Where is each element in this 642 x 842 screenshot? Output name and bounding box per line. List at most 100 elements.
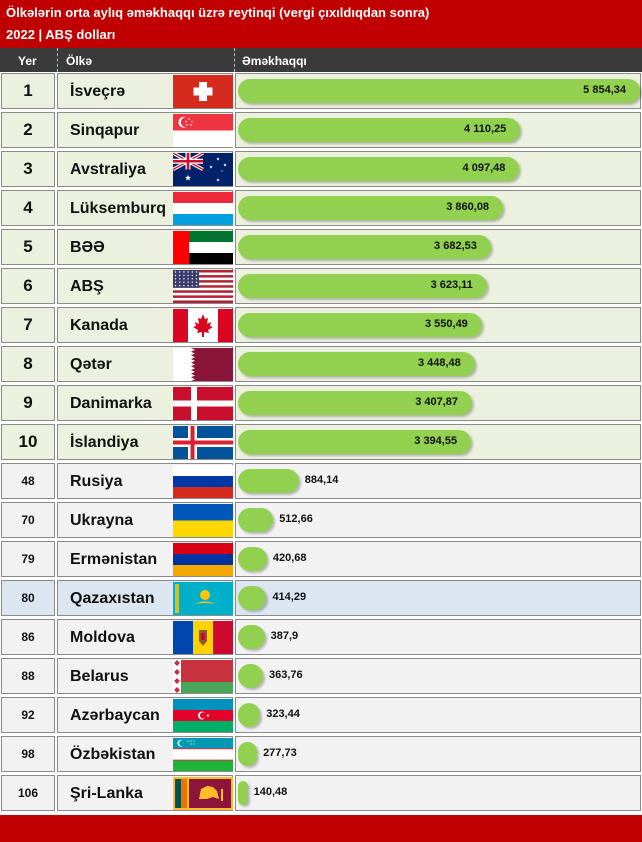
salary-value-label: 3 448,48 (417, 357, 461, 369)
rank-cell: 8 (1, 346, 55, 382)
salary-cell: 3 550,49 (235, 307, 641, 343)
rank-cell: 2 (1, 112, 55, 148)
country-name: Qətər (70, 356, 112, 373)
country-name: Moldova (70, 629, 135, 646)
sri-lanka-flag-icon (173, 777, 233, 810)
rank-cell: 79 (1, 541, 55, 577)
salary-value-label: 3 407,87 (415, 396, 459, 408)
switzerland-flag-icon (173, 75, 233, 108)
rank-cell: 70 (1, 502, 55, 538)
country-name: Sinqapur (70, 122, 140, 139)
salary-value-label: 3 860,08 (446, 201, 490, 213)
table-row: 48 Rusiya 884,14 (0, 462, 642, 501)
table-row: 106 Şri-Lanka 140,48 (0, 774, 642, 813)
salary-cell: 420,68 (235, 541, 641, 577)
salary-value-label: 140,48 (253, 786, 288, 798)
salary-cell: 4 110,25 (235, 112, 641, 148)
rank-cell: 106 (1, 775, 55, 811)
column-divider (234, 48, 235, 72)
uae-flag-icon (173, 231, 233, 264)
salary-cell: 387,9 (235, 619, 641, 655)
country-cell: Belarus (57, 658, 233, 694)
salary-value-label: 884,14 (304, 474, 339, 486)
rank-cell: 10 (1, 424, 55, 460)
country-name: Ermənistan (70, 551, 158, 568)
table-row: 2 Sinqapur 4 110,25 (0, 111, 642, 150)
salary-cell: 3 860,08 (235, 190, 641, 226)
rank-cell: 98 (1, 736, 55, 772)
salary-cell: 4 097,48 (235, 151, 641, 187)
table-row: 1 İsveçrə 5 854,34 (0, 72, 642, 111)
salary-bar (238, 391, 472, 415)
country-name: İslandiya (70, 434, 139, 451)
salary-cell: 3 623,11 (235, 268, 641, 304)
salary-bar (238, 274, 487, 298)
column-header: Yer Ölkə Əməkhaqqı (0, 48, 642, 72)
salary-value-label: 323,44 (266, 708, 300, 720)
country-name: Ukrayna (70, 512, 134, 529)
uzbekistan-flag-icon (173, 738, 233, 771)
salary-cell: 3 394,55 (235, 424, 641, 460)
chart-title: Ölkələrin orta aylıq əməkhaqqı üzrə reyt… (6, 5, 430, 20)
salary-cell: 3 407,87 (235, 385, 641, 421)
russia-flag-icon (173, 465, 233, 498)
rank-cell: 1 (1, 73, 55, 109)
country-name: Kanada (70, 317, 128, 334)
salary-value-label: 420,68 (272, 552, 307, 564)
salary-bar (238, 469, 299, 493)
country-name: İsveçrə (70, 83, 126, 100)
armenia-flag-icon (173, 543, 233, 576)
belarus-flag-icon (173, 660, 233, 693)
column-header-salary: Əməkhaqqı (242, 54, 307, 68)
country-name: Rusiya (70, 473, 123, 490)
rank-cell: 86 (1, 619, 55, 655)
salary-bar (238, 664, 263, 688)
table-row: 70 Ukrayna 512,66 (0, 501, 642, 540)
chart-subtitle: 2022 | ABŞ dolları (6, 27, 116, 42)
rank-cell: 6 (1, 268, 55, 304)
rank-cell: 3 (1, 151, 55, 187)
denmark-flag-icon (173, 387, 233, 420)
salary-bar (238, 235, 491, 259)
salary-bar (238, 586, 267, 610)
salary-bar (238, 157, 520, 181)
salary-cell: 3 682,53 (235, 229, 641, 265)
country-cell: İslandiya (57, 424, 233, 460)
column-header-country: Ölkə (66, 54, 93, 68)
country-cell: Avstraliya (57, 151, 233, 187)
table-row: 10 İslandiya 3 394,55 (0, 423, 642, 462)
moldova-flag-icon (173, 621, 233, 654)
qatar-flag-icon (173, 348, 233, 381)
country-name: Avstraliya (70, 161, 146, 178)
country-cell: Sinqapur (57, 112, 233, 148)
table-row: 86 Moldova 387,9 (0, 618, 642, 657)
salary-cell: 884,14 (235, 463, 641, 499)
country-cell: Qazaxıstan (57, 580, 233, 616)
rank-cell: 7 (1, 307, 55, 343)
table-row: 4 Lüksemburq 3 860,08 (0, 189, 642, 228)
salary-cell: 512,66 (235, 502, 641, 538)
salary-value-label: 512,66 (279, 513, 313, 525)
footer-banner (0, 815, 642, 842)
salary-bar (238, 118, 521, 142)
header-banner: Ölkələrin orta aylıq əməkhaqqı üzrə reyt… (0, 0, 642, 48)
salary-value-label: 414,29 (272, 591, 307, 603)
salary-cell: 363,76 (235, 658, 641, 694)
table-row: 98 Özbəkistan 277,73 (0, 735, 642, 774)
country-cell: Lüksemburq (57, 190, 233, 226)
country-cell: Danimarka (57, 385, 233, 421)
rank-cell: 88 (1, 658, 55, 694)
rank-cell: 5 (1, 229, 55, 265)
country-cell: Özbəkistan (57, 736, 233, 772)
salary-value-label: 4 097,48 (462, 162, 506, 174)
rank-cell: 9 (1, 385, 55, 421)
table-row: 92 Azərbaycan 323,44 (0, 696, 642, 735)
salary-bar (238, 313, 482, 337)
table-row: 6 ABŞ 3 623,11 (0, 267, 642, 306)
luxembourg-flag-icon (173, 192, 233, 225)
country-cell: Rusiya (57, 463, 233, 499)
salary-bar (238, 352, 475, 376)
country-name: Belarus (70, 668, 129, 685)
rank-cell: 80 (1, 580, 55, 616)
country-name: ABŞ (70, 278, 104, 295)
